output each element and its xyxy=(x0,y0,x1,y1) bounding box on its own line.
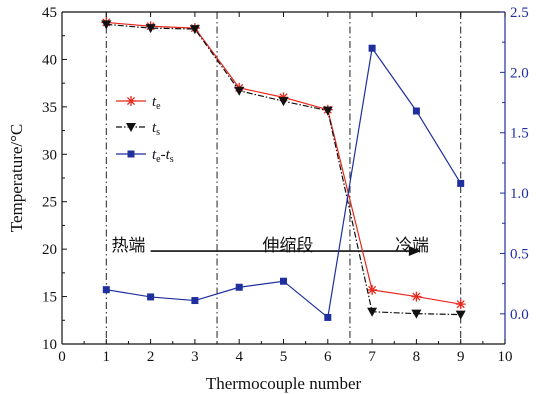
legend-diff-marker xyxy=(127,150,135,158)
series-te-point xyxy=(367,284,378,295)
series-ts-point xyxy=(322,106,333,116)
series-ts-point xyxy=(145,24,156,34)
series-diff-line xyxy=(106,46,462,319)
series-diff-point xyxy=(368,44,376,52)
x-tick-label: 7 xyxy=(368,349,376,365)
series-diff-point xyxy=(457,179,465,187)
legend-diff-label: te-ts xyxy=(152,147,174,165)
series-ts-point xyxy=(101,20,112,30)
series-diff-point xyxy=(191,297,199,305)
y-axis-label: Temperature/°C xyxy=(7,124,26,233)
region-label: 冷端 xyxy=(395,236,429,256)
y-tick-label: 30 xyxy=(42,147,57,163)
y2-tick-label: 2.0 xyxy=(510,65,529,81)
flow-arrow-head xyxy=(408,246,421,257)
series-ts-point xyxy=(278,97,289,107)
series-ts-line xyxy=(106,23,461,316)
y-tick-label: 35 xyxy=(42,100,57,116)
x-tick-label: 8 xyxy=(413,349,421,365)
x-tick-label: 6 xyxy=(324,349,332,365)
series-diff-point xyxy=(147,293,155,301)
series-diff-point xyxy=(235,283,243,291)
y-tick-label: 25 xyxy=(42,195,57,211)
x-tick-label: 9 xyxy=(457,349,465,365)
y-tick-label: 45 xyxy=(42,5,57,21)
legend-te-label: te xyxy=(152,94,161,112)
x-axis-label: Thermocouple number xyxy=(206,374,362,393)
series-ts-point xyxy=(455,310,466,320)
y2-tick-label: 1.5 xyxy=(510,126,529,142)
x-tick-label: 4 xyxy=(235,349,243,365)
x-tick-label: 3 xyxy=(191,349,199,365)
y2-tick-label: 0.0 xyxy=(510,307,529,323)
legend-ts-label: ts xyxy=(152,120,160,138)
legend-te-marker xyxy=(126,96,136,106)
y-tick-label: 15 xyxy=(42,290,57,306)
series-ts-point xyxy=(411,309,422,319)
series-diff-point xyxy=(412,107,420,115)
series-ts-point xyxy=(189,25,200,35)
legend-ts-marker xyxy=(126,123,136,132)
series-ts-point xyxy=(367,307,378,317)
x-tick-label: 0 xyxy=(58,349,66,365)
series-te-point xyxy=(455,299,466,310)
y-tick-label: 20 xyxy=(42,242,57,258)
region-label: 伸缩段 xyxy=(262,236,313,256)
series-diff-point xyxy=(324,313,332,321)
y2-tick-label: 2.5 xyxy=(510,5,529,21)
x-tick-label: 2 xyxy=(147,349,155,365)
y2-tick-label: 1.0 xyxy=(510,186,529,202)
series-ts-point xyxy=(234,86,245,96)
series-diff-point xyxy=(102,286,110,294)
x-tick-label: 5 xyxy=(280,349,288,365)
region-label: 热端 xyxy=(111,236,145,256)
y-tick-label: 10 xyxy=(42,337,57,353)
y2-tick-label: 0.5 xyxy=(510,246,529,262)
x-tick-label: 1 xyxy=(103,349,111,365)
series-te-point xyxy=(411,291,422,302)
x-tick-label: 10 xyxy=(498,349,513,365)
series-diff-point xyxy=(280,277,287,285)
y-tick-label: 40 xyxy=(42,52,57,68)
